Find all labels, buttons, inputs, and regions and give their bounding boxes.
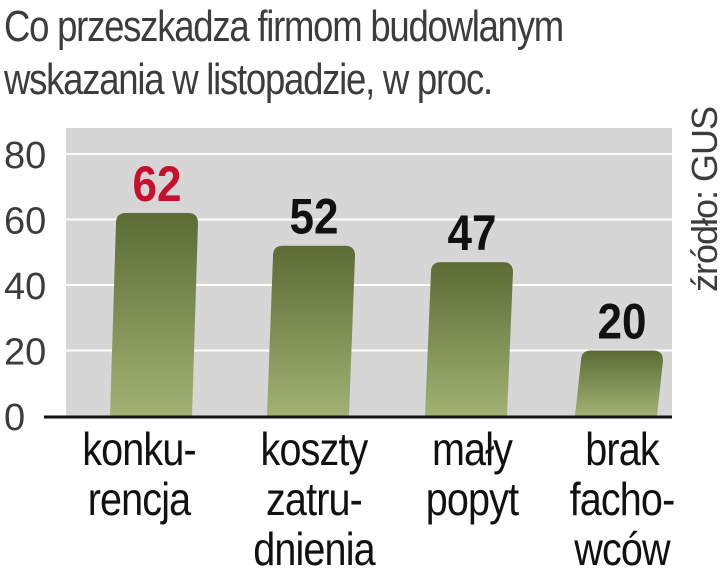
y-tick-label: 0 bbox=[4, 397, 25, 439]
y-tick-label: 80 bbox=[4, 135, 46, 177]
y-tick-label: 20 bbox=[4, 332, 46, 374]
x-tick-label: konku- rencja bbox=[82, 423, 196, 525]
bar bbox=[267, 245, 355, 416]
bar-value-label: 62 bbox=[133, 155, 182, 211]
bar-value-label: 52 bbox=[290, 188, 339, 244]
bar-value-label: 47 bbox=[448, 204, 497, 260]
y-tick-label: 60 bbox=[4, 201, 46, 243]
bar bbox=[575, 350, 663, 416]
bar-value-label: 20 bbox=[598, 293, 647, 349]
y-tick-label: 40 bbox=[4, 266, 46, 308]
x-tick-label: mały popyt bbox=[425, 423, 519, 525]
bar bbox=[425, 262, 513, 416]
title-line-1: Co przeszkadza firmom budowlanym bbox=[4, 2, 564, 51]
title-line-2: wskazania w listopadzie, w proc. bbox=[4, 55, 493, 104]
chart-title: Co przeszkadza firmom budowlanym wskazan… bbox=[4, 0, 564, 106]
bar bbox=[110, 212, 198, 416]
x-tick-label: koszty zatru- dnienia bbox=[253, 423, 375, 575]
x-tick-label: brak facho- wców bbox=[569, 423, 676, 575]
